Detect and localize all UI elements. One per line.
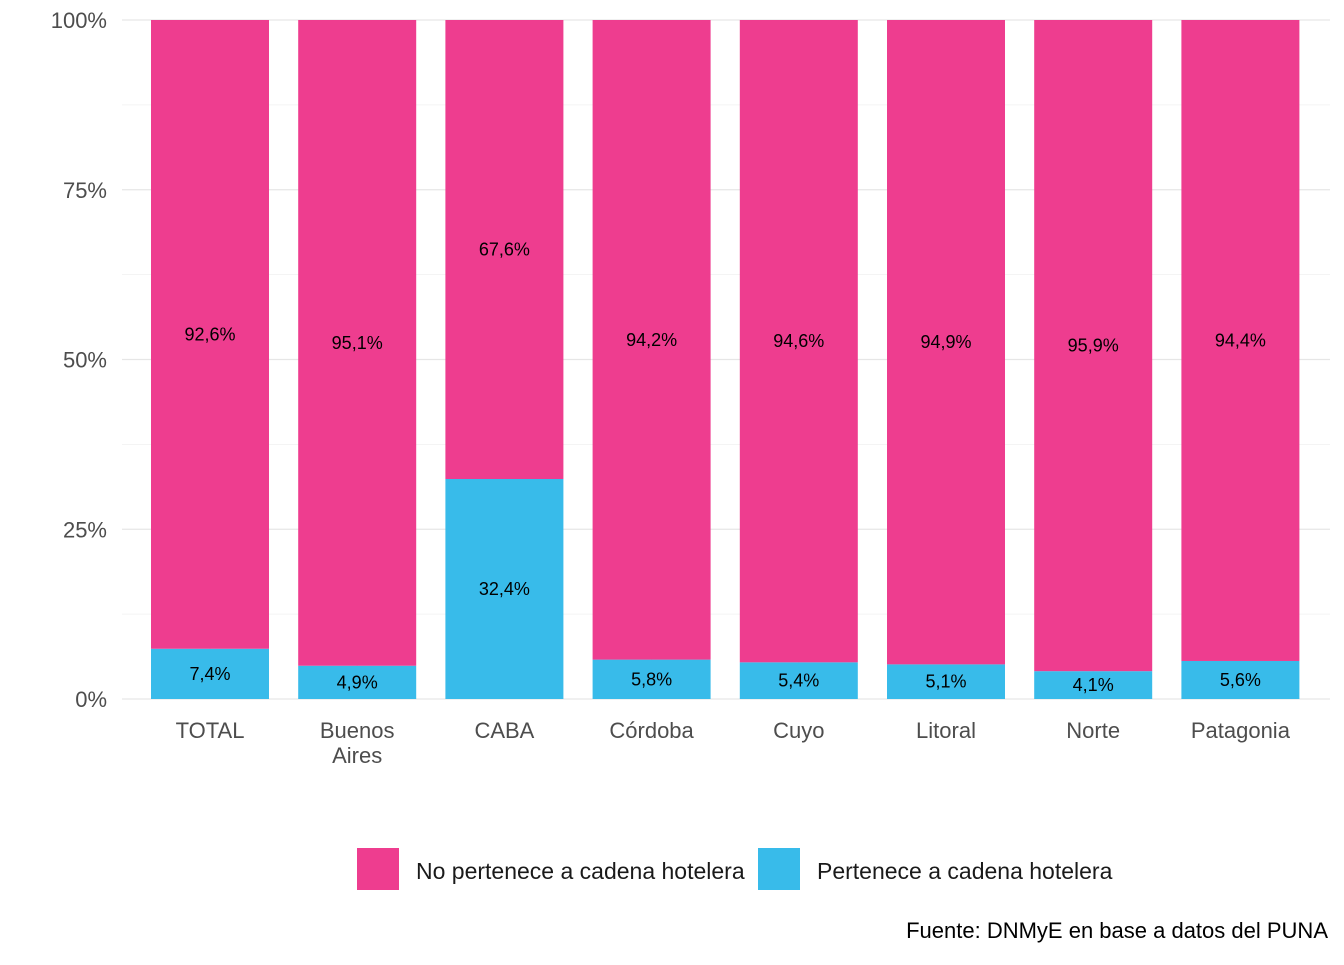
x-tick-label: Litoral bbox=[916, 718, 976, 743]
data-label: 4,9% bbox=[337, 672, 378, 692]
bars bbox=[151, 20, 1300, 699]
data-label: 4,1% bbox=[1073, 675, 1114, 695]
data-label: 94,2% bbox=[626, 330, 677, 350]
bar-segment-no-pertenece bbox=[445, 20, 564, 480]
bar-segment-pertenece bbox=[445, 479, 564, 699]
data-label: 92,6% bbox=[184, 324, 235, 344]
data-label: 94,6% bbox=[773, 331, 824, 351]
y-tick-label: 100% bbox=[51, 8, 107, 33]
data-label: 5,6% bbox=[1220, 670, 1261, 690]
legend: No pertenece a cadena hotelera Pertenece … bbox=[357, 848, 1113, 890]
bar-segment-no-pertenece bbox=[1181, 20, 1300, 661]
legend-swatch bbox=[357, 848, 399, 890]
bar-segment-pertenece bbox=[1181, 660, 1300, 699]
data-label: 95,1% bbox=[332, 333, 383, 353]
bar-segment-pertenece bbox=[1034, 671, 1153, 699]
x-tick-label: CABA bbox=[474, 718, 534, 743]
bar-segment-no-pertenece bbox=[151, 20, 269, 649]
y-tick-label: 75% bbox=[63, 178, 107, 203]
y-tick-label: 0% bbox=[75, 687, 107, 712]
x-tick-label: Córdoba bbox=[609, 718, 694, 743]
data-label: 5,4% bbox=[778, 671, 819, 691]
y-tick-label: 25% bbox=[63, 517, 107, 542]
x-tick-label: Buenos bbox=[320, 718, 395, 743]
data-label: 5,8% bbox=[631, 669, 672, 689]
bar-segment-pertenece bbox=[739, 662, 858, 699]
bar-segment-no-pertenece bbox=[739, 20, 858, 663]
legend-swatch bbox=[758, 848, 800, 890]
data-label: 32,4% bbox=[479, 579, 530, 599]
x-tick-label: Cuyo bbox=[773, 718, 824, 743]
data-label: 94,9% bbox=[920, 332, 971, 352]
legend-label: No pertenece a cadena hotelera bbox=[416, 858, 745, 884]
bar-segment-pertenece bbox=[151, 648, 269, 699]
bar-segment-no-pertenece bbox=[887, 20, 1005, 665]
x-tick-label: Patagonia bbox=[1191, 718, 1291, 743]
bar-segment-no-pertenece bbox=[592, 20, 711, 660]
bar-segment-no-pertenece bbox=[298, 20, 417, 666]
source-caption: Fuente: DNMyE en base a datos del PUNA bbox=[906, 918, 1328, 943]
x-tick-label: Norte bbox=[1066, 718, 1120, 743]
data-label: 67,6% bbox=[479, 240, 530, 260]
bar-segment-pertenece bbox=[298, 665, 417, 699]
bar-segment-pertenece bbox=[887, 664, 1005, 699]
y-axis-tick-labels: 0% 25% 50% 75% 100% bbox=[51, 8, 107, 712]
data-label: 5,1% bbox=[925, 672, 966, 692]
y-tick-label: 50% bbox=[63, 348, 107, 373]
x-tick-label: TOTAL bbox=[176, 718, 245, 743]
legend-label: Pertenece a cadena hotelera bbox=[817, 858, 1113, 884]
x-tick-label: Aires bbox=[332, 743, 382, 768]
data-label: 94,4% bbox=[1215, 330, 1266, 350]
data-labels: 7,4% 92,6% 4,9% 95,1% 32,4% 67,6% 5,8% 94,2% 5,4… bbox=[184, 240, 1265, 696]
data-label: 7,4% bbox=[189, 664, 230, 684]
bar-segment-no-pertenece bbox=[1034, 20, 1153, 672]
data-label: 95,9% bbox=[1068, 336, 1119, 356]
bar-segment-pertenece bbox=[592, 659, 711, 699]
